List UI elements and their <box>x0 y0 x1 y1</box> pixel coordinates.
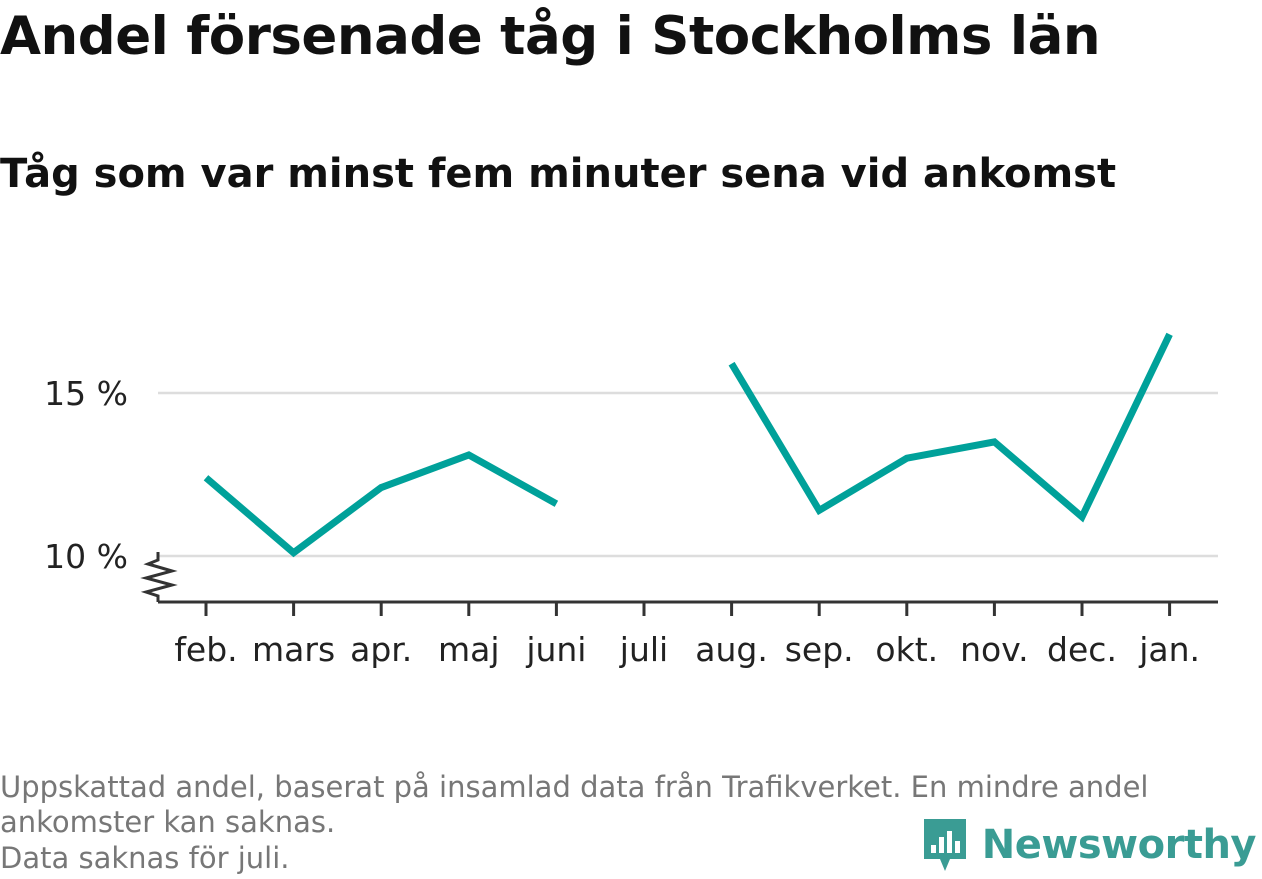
x-tick-label: juli <box>619 630 668 669</box>
bar-chart-logo-icon <box>923 819 966 871</box>
x-axis-ticks: feb. mars apr. maj juni juli aug. sep. okt. nov. d… <box>174 602 1200 669</box>
x-tick-label: juni <box>525 630 586 669</box>
chart-title: Andel försenade tåg i Stockholms län <box>0 6 1101 67</box>
x-tick-label: mars <box>252 630 335 669</box>
series-line <box>728 332 1173 523</box>
x-tick-label: aug. <box>695 630 768 669</box>
axis-break-marker <box>140 552 178 602</box>
footnote-line-1: Uppskattad andel, baserat på insamlad da… <box>0 770 1149 840</box>
y-axis: 10 % 15 % <box>44 374 128 576</box>
y-tick-label: 15 % <box>44 374 128 413</box>
x-tick-label: apr. <box>350 630 412 669</box>
x-tick-label: nov. <box>960 630 1029 669</box>
x-tick-label: dec. <box>1047 630 1117 669</box>
x-tick-label: sep. <box>785 630 854 669</box>
gridlines <box>158 391 1218 558</box>
footnote: Uppskattad andel, baserat på insamlad da… <box>0 770 1250 876</box>
brand-name: Newsworthy <box>981 822 1257 868</box>
chart-subtitle: Tåg som var minst fem minuter sena vid a… <box>0 151 1117 197</box>
x-tick-label: okt. <box>875 630 938 669</box>
newsworthy-logo: Newsworthy <box>920 815 1257 875</box>
x-tick-label: jan. <box>1138 630 1200 669</box>
x-tick-label: maj <box>438 630 500 669</box>
series-lines <box>203 332 1173 558</box>
y-tick-label: 10 % <box>44 537 128 576</box>
x-tick-label: feb. <box>174 630 237 669</box>
footnote-line-2: Data saknas för juli. <box>0 840 290 875</box>
x-axis <box>140 552 1218 604</box>
series-line <box>203 451 559 558</box>
